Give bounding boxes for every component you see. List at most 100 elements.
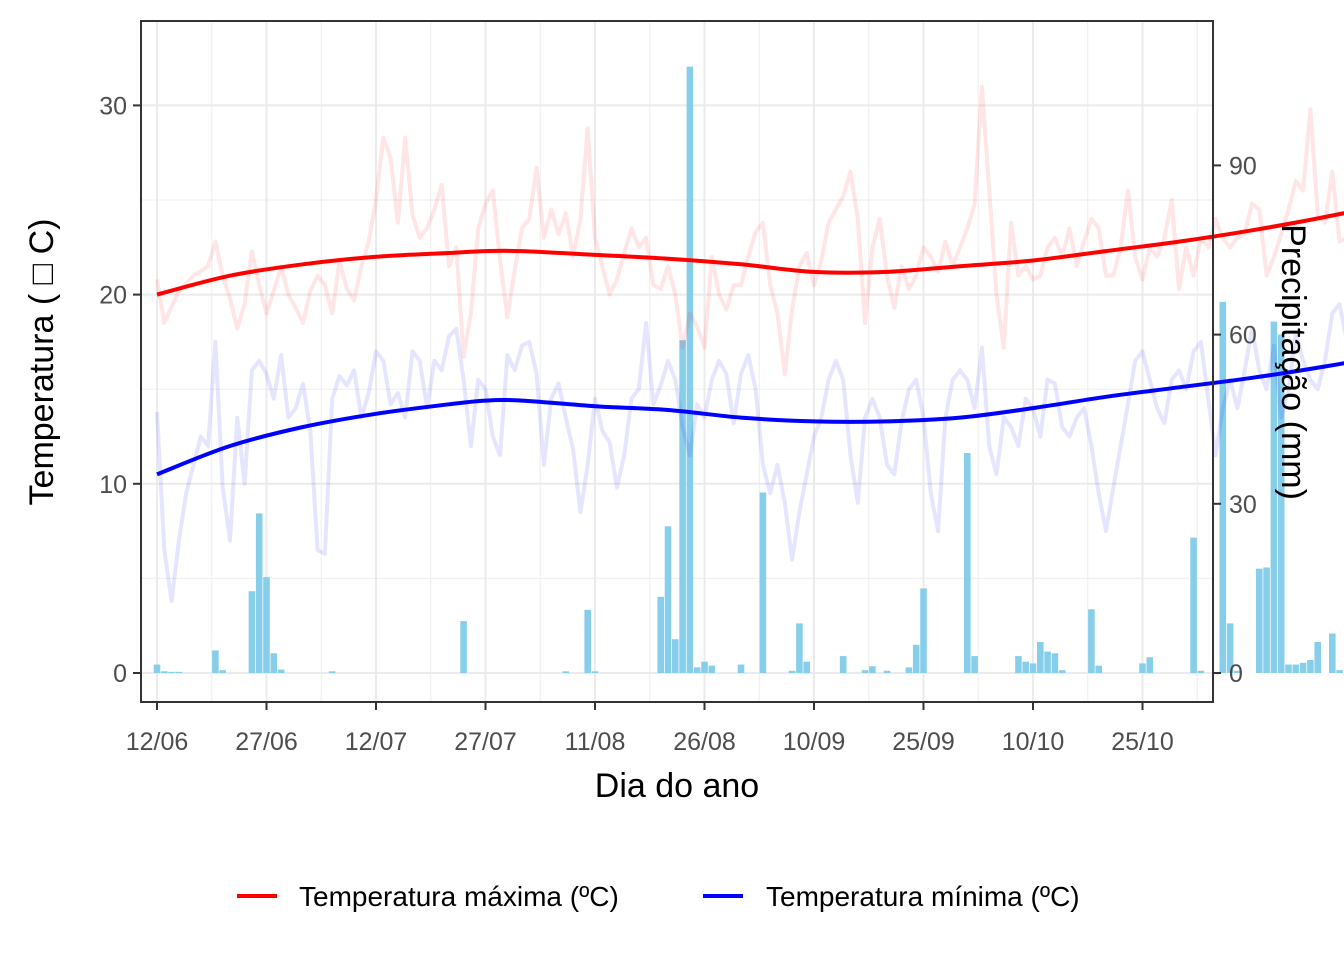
precipitation-bar: [1051, 653, 1059, 673]
precipitation-bar: [584, 609, 591, 673]
precipitation-bar: [905, 667, 913, 673]
precipitation-bar: [1022, 661, 1029, 673]
precipitation-bar: [1146, 657, 1154, 673]
precipitation-bar: [1307, 660, 1314, 673]
precipitation-bar: [883, 670, 891, 673]
y-left-tick-label: 10: [99, 471, 127, 499]
precipitation-bar: [1292, 664, 1300, 673]
precipitation-bar: [971, 656, 978, 673]
y-right-tick-label: 0: [1229, 660, 1243, 688]
precipitation-bar: [759, 492, 767, 673]
y-right-tick-label: 30: [1229, 491, 1257, 519]
x-tick-label: 27/06: [235, 728, 298, 756]
precipitation-bar: [1226, 623, 1234, 673]
precipitation-bar: [277, 669, 285, 673]
x-axis: 12/06 27/06 12/07 27/07 11/08 26/08 10/09 25/09…: [126, 702, 1174, 756]
precipitation-bar: [1197, 670, 1205, 673]
precipitation-bar: [248, 591, 256, 673]
precipitation-bar: [788, 670, 796, 673]
precipitation-bar: [1329, 633, 1336, 673]
precipitation-bar: [701, 661, 708, 673]
precipitation-bar: [255, 513, 263, 673]
precipitation-bar: [1277, 334, 1285, 673]
series-line-tmax-smooth: [156, 211, 1344, 297]
precipitation-bar: [1234, 670, 1241, 673]
precipitation-bar: [1044, 651, 1051, 673]
precipitation-bar: [1139, 663, 1146, 673]
precipitation-bar: [153, 664, 161, 673]
precipitation-bar: [964, 453, 971, 673]
y-axis-left: 0 10 20 30: [99, 92, 141, 688]
x-tick-label: 26/08: [673, 728, 736, 756]
precipitation-bar: [460, 621, 467, 673]
precipitation-bar: [839, 656, 847, 673]
precipitation-bar: [869, 666, 876, 673]
precipitation-bar: [861, 670, 869, 673]
precipitation-bar: [1015, 656, 1022, 673]
precipitation-bar: [737, 664, 745, 673]
y-axis-left-title: Temperatura ( □ C): [23, 219, 61, 506]
x-tick-label: 25/09: [892, 728, 955, 756]
precipitation-bar: [686, 66, 694, 673]
precipitation-bar: [1336, 670, 1343, 673]
precipitation-bar: [1095, 665, 1102, 673]
precipitation-bar: [1263, 567, 1270, 673]
precipitation-bar: [1299, 662, 1307, 673]
x-tick-label: 12/06: [126, 728, 189, 756]
precipitation-bar: [1190, 537, 1197, 673]
precipitation-bar: [591, 671, 599, 673]
x-tick-label: 12/07: [345, 728, 408, 756]
legend-label-min: Temperatura mínima (ºC): [766, 881, 1080, 912]
x-tick-label: 10/10: [1002, 728, 1065, 756]
precipitation-bar: [1029, 663, 1037, 673]
series-line-daily-min: [155, 302, 1344, 604]
precipitation-bar: [168, 671, 175, 673]
x-tick-label: 10/09: [783, 728, 846, 756]
precipitation-bar: [920, 588, 927, 673]
precipitation-bar: [912, 644, 920, 673]
y-left-tick-label: 20: [99, 282, 127, 310]
smoothed-temperature-lines: [156, 211, 1344, 477]
precipitation-bar: [161, 671, 168, 673]
series-line-tmin-smooth: [156, 361, 1344, 477]
precipitation-bar: [1058, 670, 1066, 673]
x-tick-label: 11/08: [565, 728, 626, 756]
legend: Temperatura máxima (ºC) Temperatura míni…: [237, 881, 1080, 912]
daily-temperature-lines: [155, 84, 1344, 604]
y-right-tick-label: 90: [1229, 152, 1257, 180]
precipitation-bar: [263, 577, 270, 673]
precipitation-bar: [219, 670, 226, 673]
precipitation-bar: [1219, 301, 1227, 673]
y-right-tick-label: 60: [1229, 322, 1257, 350]
legend-label-max: Temperatura máxima (ºC): [299, 881, 619, 912]
precipitation-bar: [693, 667, 701, 673]
precipitation-bar: [672, 639, 679, 673]
precipitation-bar: [1256, 568, 1263, 673]
precipitation-bar: [212, 650, 219, 673]
precipitation-bar: [328, 671, 336, 673]
series-line-daily-max: [155, 84, 1344, 377]
precipitation-bar: [1270, 321, 1278, 673]
precipitation-bars: [153, 66, 1343, 673]
precipitation-bar: [708, 665, 716, 673]
plot-panel-border: [140, 20, 1214, 703]
y-axis-right-title: Precipitação (mm): [1274, 224, 1312, 500]
x-axis-title: Dia do ano: [595, 767, 759, 805]
precipitation-bar: [803, 661, 810, 673]
y-left-tick-label: 30: [99, 92, 127, 120]
x-tick-label: 27/07: [454, 728, 517, 756]
precipitation-bar: [1088, 609, 1095, 673]
precipitation-bar: [679, 340, 686, 673]
precipitation-bar: [1037, 641, 1044, 673]
y-left-tick-label: 0: [113, 660, 127, 688]
precipitation-bar: [1285, 664, 1292, 673]
precipitation-bar: [270, 653, 278, 673]
x-tick-label: 25/10: [1111, 728, 1174, 756]
precipitation-bar: [1314, 641, 1321, 673]
y-axis-right: 0 30 60 90: [1213, 152, 1257, 688]
precipitation-bar: [562, 671, 570, 673]
precipitation-bar: [796, 623, 803, 673]
precipitation-bar: [664, 526, 672, 673]
